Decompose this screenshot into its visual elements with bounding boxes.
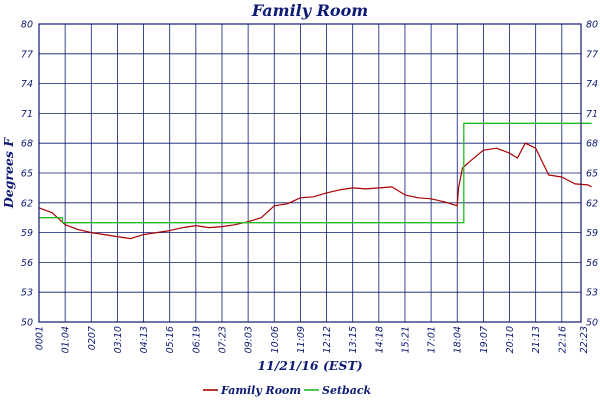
y-tick-label-right: 68 bbox=[586, 139, 598, 150]
x-tick-label: 03:10 bbox=[113, 326, 124, 353]
x-tick-label: 13:15 bbox=[348, 326, 359, 353]
x-tick-label: 20:10 bbox=[505, 326, 516, 353]
y-tick-label-right: 80 bbox=[586, 20, 598, 31]
x-tick-label: 11:09 bbox=[296, 326, 307, 353]
x-tick-label: 22:23 bbox=[579, 326, 590, 353]
y-axis-label: Degrees F bbox=[1, 137, 16, 209]
y-tick-label-left: 53 bbox=[21, 288, 33, 299]
x-tick-label: 06:19 bbox=[191, 326, 202, 353]
y-tick-label-right: 50 bbox=[586, 318, 598, 329]
y-tick-label-left: 74 bbox=[21, 79, 33, 90]
series-line-family-room bbox=[38, 142, 592, 240]
x-tick-label: 17:01 bbox=[427, 326, 438, 353]
x-tick-label: 14:18 bbox=[374, 326, 385, 353]
x-axis-ticks: 0001 01:04 0207 03:10 04:13 05:16 06:19 07:23 09… bbox=[35, 326, 591, 353]
y-axis-right-ticks: 80 77 74 71 68 65 62 59 56 53 50 bbox=[586, 20, 598, 329]
y-tick-label-right: 74 bbox=[586, 79, 598, 90]
x-tick-label: 18:04 bbox=[453, 326, 464, 353]
y-tick-label-left: 56 bbox=[21, 258, 33, 269]
x-tick-label: 12:12 bbox=[322, 326, 333, 353]
x-tick-label: 15:21 bbox=[400, 326, 411, 353]
x-axis-label: 11/21/16 (EST) bbox=[257, 358, 362, 373]
y-tick-label-left: 68 bbox=[21, 139, 33, 150]
y-tick-label-right: 56 bbox=[586, 258, 598, 269]
y-tick-label-right: 71 bbox=[586, 109, 598, 120]
series-layer bbox=[38, 122, 592, 240]
y-tick-label-right: 53 bbox=[586, 288, 598, 299]
y-tick-label-left: 71 bbox=[21, 109, 33, 120]
legend: Family Room Setback bbox=[203, 384, 372, 397]
y-tick-label-left: 77 bbox=[21, 49, 33, 60]
legend-label-family-room: Family Room bbox=[220, 384, 301, 397]
y-tick-label-right: 62 bbox=[586, 198, 598, 209]
x-tick-label: 21:13 bbox=[531, 326, 542, 353]
x-tick-label: 05:16 bbox=[165, 326, 176, 353]
y-tick-label-left: 62 bbox=[21, 198, 33, 209]
y-tick-label-right: 65 bbox=[586, 169, 598, 180]
x-tick-label: 04:13 bbox=[139, 326, 150, 353]
series-line-setback bbox=[39, 122, 592, 224]
x-tick-label: 0207 bbox=[87, 326, 98, 350]
y-tick-label-right: 77 bbox=[586, 49, 598, 60]
plot-border bbox=[38, 23, 582, 323]
legend-label-setback: Setback bbox=[322, 384, 372, 397]
y-tick-label-left: 80 bbox=[21, 20, 33, 31]
x-tick-label: 09:03 bbox=[244, 326, 255, 353]
y-tick-label-right: 59 bbox=[586, 228, 598, 239]
x-tick-label: 10:06 bbox=[270, 326, 281, 353]
y-tick-label-left: 59 bbox=[21, 228, 33, 239]
x-tick-label: 07:23 bbox=[217, 326, 228, 353]
x-tick-label: 19:07 bbox=[479, 326, 490, 353]
chart-title: Family Room bbox=[251, 1, 368, 20]
y-axis-left-ticks: 80 77 74 71 68 65 62 59 56 53 50 bbox=[21, 20, 33, 329]
x-tick-label: 22:16 bbox=[557, 326, 568, 353]
y-tick-label-left: 65 bbox=[21, 169, 33, 180]
x-tick-label: 01:04 bbox=[61, 326, 72, 353]
y-tick-label-left: 50 bbox=[21, 318, 33, 329]
x-tick-label: 0001 bbox=[35, 326, 46, 350]
